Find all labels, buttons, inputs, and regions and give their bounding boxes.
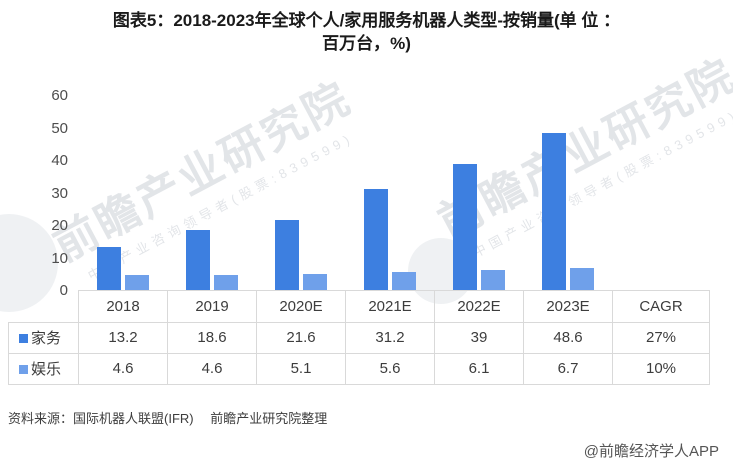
legend-swatch-icon bbox=[19, 365, 28, 374]
series-label-家务: 家务 bbox=[8, 321, 79, 354]
chart-title-line1: 图表5：2018-2023年全球个人/家用服务机器人类型-按销量(单 位 ： bbox=[112, 11, 621, 30]
y-tick-label-0: 0 bbox=[59, 282, 68, 299]
bar-家务-2022E bbox=[452, 163, 477, 290]
value-家务-2023E: 48.6 bbox=[523, 321, 613, 354]
y-tick-label-60: 60 bbox=[51, 87, 68, 104]
bar-group-2018 bbox=[78, 96, 167, 290]
y-tick-label-30: 30 bbox=[51, 184, 68, 202]
cagr-娱乐: 10% bbox=[612, 352, 710, 385]
value-家务-2020E: 21.6 bbox=[256, 321, 346, 354]
y-axis: 60 50 40 30 20 10 0 bbox=[8, 87, 78, 299]
bar-group-2019 bbox=[167, 96, 256, 290]
table-header-2019: 2019 bbox=[167, 291, 257, 323]
table-corner-cell bbox=[8, 291, 79, 323]
cagr-column-spacer bbox=[612, 96, 709, 290]
bar-娱乐-2018 bbox=[124, 275, 149, 290]
bar-家务-2018 bbox=[96, 247, 121, 290]
y-tick-label-10: 10 bbox=[51, 249, 68, 267]
chart-title-line2: 百万台，%) bbox=[322, 34, 411, 53]
bar-group-2023E bbox=[523, 96, 612, 290]
series-label-娱乐: 娱乐 bbox=[8, 352, 79, 385]
bar-group-2021E bbox=[345, 96, 434, 290]
value-家务-2019: 18.6 bbox=[167, 321, 257, 354]
table-row-娱乐: 娱乐 4.6 4.6 5.1 5.6 6.1 6.7 10% bbox=[8, 352, 710, 385]
table-header-2020E: 2020E bbox=[256, 291, 346, 323]
y-tick-label-50: 50 bbox=[51, 119, 68, 137]
bar-group-2022E bbox=[434, 96, 523, 290]
plot-area bbox=[78, 96, 710, 291]
bar-娱乐-2023E bbox=[569, 268, 594, 290]
source-note: 资料来源：国际机器人联盟(IFR) 前瞻产业研究院整理 bbox=[8, 410, 328, 426]
table-row-家务: 家务 13.2 18.6 21.6 31.2 39 48.6 27% bbox=[8, 321, 710, 354]
credit-note: @前瞻经济学人APP bbox=[583, 443, 719, 460]
bar-家务-2021E bbox=[363, 189, 388, 290]
value-娱乐-2020E: 5.1 bbox=[256, 352, 346, 385]
table-header-2021E: 2021E bbox=[345, 291, 435, 323]
value-家务-2022E: 39 bbox=[434, 321, 524, 354]
bar-chart: 60 50 40 30 20 10 0 bbox=[8, 87, 733, 299]
bar-家务-2023E bbox=[541, 132, 566, 290]
bar-家务-2019 bbox=[185, 229, 210, 290]
cagr-家务: 27% bbox=[612, 321, 710, 354]
table-header-2023E: 2023E bbox=[523, 291, 613, 323]
table-header-2022E: 2022E bbox=[434, 291, 524, 323]
legend-swatch-icon bbox=[19, 334, 28, 343]
bar-娱乐-2019 bbox=[213, 275, 238, 290]
value-娱乐-2019: 4.6 bbox=[167, 352, 257, 385]
chart-title: 图表5：2018-2023年全球个人/家用服务机器人类型-按销量(单 位 ： 百… bbox=[0, 0, 733, 55]
value-娱乐-2018: 4.6 bbox=[78, 352, 168, 385]
bar-娱乐-2022E bbox=[480, 270, 505, 290]
value-家务-2018: 13.2 bbox=[78, 321, 168, 354]
value-娱乐-2021E: 5.6 bbox=[345, 352, 435, 385]
value-娱乐-2022E: 6.1 bbox=[434, 352, 524, 385]
bar-娱乐-2020E bbox=[302, 273, 327, 290]
y-tick-label-20: 20 bbox=[51, 217, 68, 234]
table-header-2018: 2018 bbox=[78, 291, 168, 323]
bar-娱乐-2021E bbox=[391, 271, 416, 290]
y-tick-label-40: 40 bbox=[51, 152, 68, 169]
bar-group-2020E bbox=[256, 96, 345, 290]
table-header-row: 2018 2019 2020E 2021E 2022E 2023E CAGR bbox=[8, 291, 710, 323]
bar-家务-2020E bbox=[274, 220, 299, 290]
data-table: 2018 2019 2020E 2021E 2022E 2023E CAGR 家务 13.2 18… bbox=[8, 291, 710, 385]
value-家务-2021E: 31.2 bbox=[345, 321, 435, 354]
table-header-CAGR: CAGR bbox=[612, 291, 710, 323]
value-娱乐-2023E: 6.7 bbox=[523, 352, 613, 385]
